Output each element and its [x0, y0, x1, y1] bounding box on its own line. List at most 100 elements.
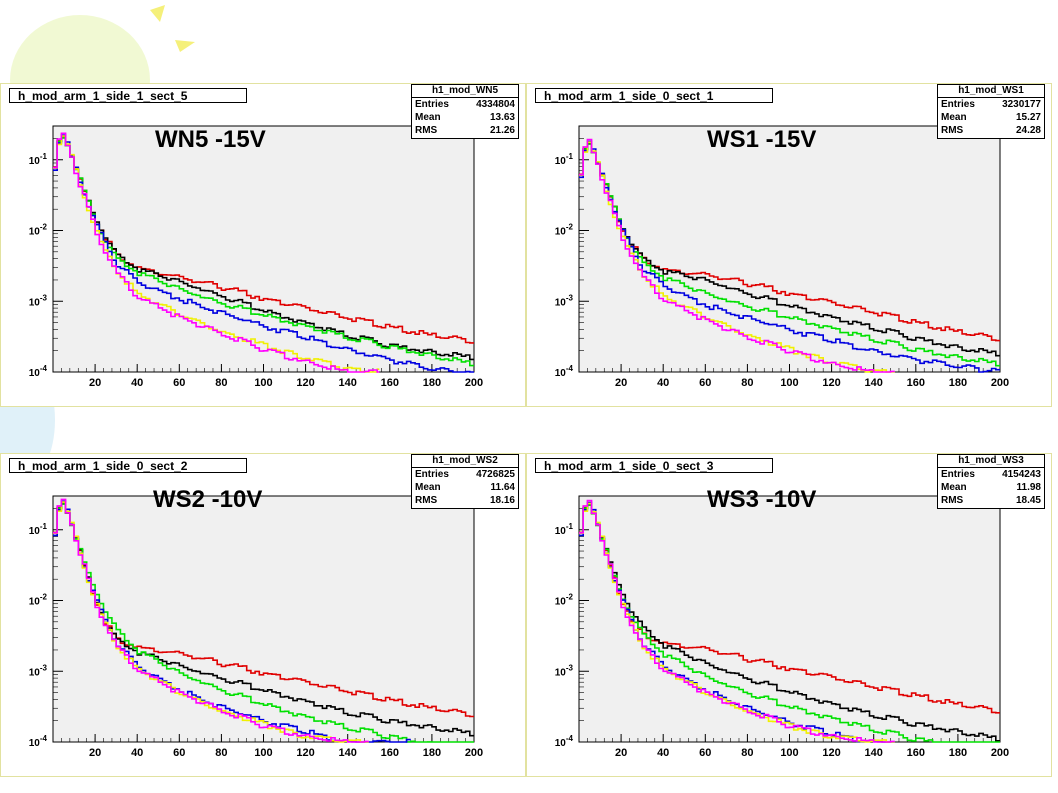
stats-box: h1_mod_WS2 Entries 4726825 Mean 11.64 RMS 1… [411, 454, 519, 509]
histogram-title: h_mod_arm_1_side_0_sect_1 [535, 88, 773, 103]
x-tick-label: 200 [465, 377, 483, 389]
y-tick-label: 10-2 [555, 593, 574, 608]
histogram-title: h_mod_arm_1_side_1_sect_5 [9, 88, 247, 103]
y-tick-label: 10-1 [29, 152, 48, 167]
histogram-title: h_mod_arm_1_side_0_sect_3 [535, 458, 773, 473]
x-tick-label: 60 [173, 377, 185, 389]
x-tick-label: 180 [949, 377, 967, 389]
x-tick-label: 20 [615, 377, 627, 389]
rms-value: 18.45 [1015, 495, 1041, 506]
stats-name: h1_mod_WS1 [938, 85, 1044, 98]
entries-value: 4334804 [476, 99, 515, 110]
y-tick-label: 10-4 [29, 364, 48, 379]
x-tick-label: 40 [657, 377, 669, 389]
plot-annotation: WS2 -10V [153, 486, 263, 513]
series-black [579, 143, 1000, 357]
series-black [53, 137, 474, 361]
rms-value: 24.28 [1015, 125, 1041, 136]
x-tick-label: 120 [822, 377, 840, 389]
x-tick-label: 120 [296, 747, 314, 759]
histogram-plot: 20 40 60 80 100 120 140 160 180 200 10-1 10-2 10-3 10… [555, 495, 1009, 759]
x-tick-label: 100 [254, 377, 272, 389]
x-tick-label: 40 [657, 747, 669, 759]
series-yellow [53, 501, 369, 743]
stats-name: h1_mod_WN5 [412, 85, 518, 98]
mean-value: 13.63 [489, 112, 515, 123]
x-tick-label: 20 [89, 377, 101, 389]
plot-annotation: WN5 -15V [155, 126, 266, 153]
entries-value: 4154243 [1002, 469, 1041, 480]
x-tick-label: 60 [699, 377, 711, 389]
stats-name: h1_mod_WS3 [938, 455, 1044, 468]
entries-label: Entries [415, 99, 449, 110]
plot-frame [52, 495, 475, 743]
y-tick-label: 10-4 [555, 734, 574, 749]
histogram-title: h_mod_arm_1_side_0_sect_2 [9, 458, 247, 473]
series-magenta [53, 498, 369, 743]
mean-value: 11.98 [1016, 482, 1041, 493]
x-tick-label: 200 [991, 747, 1009, 759]
x-tick-label: 160 [381, 377, 399, 389]
y-tick-label: 10-1 [555, 152, 574, 167]
histogram-panel-ws3: 20 40 60 80 100 120 140 160 180 200 10-1 10-2 10-3 10… [526, 453, 1052, 777]
y-tick-label: 10-2 [555, 223, 574, 238]
x-tick-label: 100 [254, 747, 272, 759]
x-tick-label: 60 [699, 747, 711, 759]
y-tick-label: 10-2 [29, 593, 48, 608]
x-tick-label: 180 [423, 747, 441, 759]
series-magenta [579, 138, 895, 373]
series-black [579, 504, 1000, 742]
mean-label: Mean [415, 482, 441, 493]
x-tick-label: 160 [907, 377, 925, 389]
x-tick-label: 140 [865, 747, 883, 759]
entries-label: Entries [941, 99, 975, 110]
y-tick-label: 10-1 [29, 522, 48, 537]
plot-frame [578, 495, 1001, 743]
entries-label: Entries [415, 469, 449, 480]
x-tick-label: 140 [339, 377, 357, 389]
rms-value: 18.16 [489, 495, 515, 506]
x-tick-label: 80 [741, 747, 753, 759]
rms-label: RMS [415, 495, 438, 506]
entries-value: 4726825 [476, 469, 515, 480]
x-tick-label: 100 [780, 747, 798, 759]
series-green [579, 143, 1000, 367]
mean-value: 15.27 [1015, 112, 1041, 123]
mean-label: Mean [415, 112, 441, 123]
series-yellow [579, 502, 895, 743]
x-tick-label: 160 [907, 747, 925, 759]
x-tick-label: 40 [131, 747, 143, 759]
series-blue [579, 140, 1000, 373]
series-magenta [579, 499, 895, 743]
y-tick-label: 10-3 [29, 293, 48, 308]
histogram-plot: 20 40 60 80 100 120 140 160 180 200 10-1 10-2 10-3 10… [29, 125, 483, 389]
entries-label: Entries [941, 469, 975, 480]
mean-label: Mean [941, 112, 967, 123]
y-tick-label: 10-4 [555, 364, 574, 379]
series-blue [53, 134, 474, 373]
x-tick-label: 120 [296, 377, 314, 389]
y-tick-label: 10-2 [29, 223, 48, 238]
y-tick-label: 10-3 [29, 663, 48, 678]
x-tick-label: 80 [215, 377, 227, 389]
histogram-plot: 20 40 60 80 100 120 140 160 180 200 10-1 10-2 10-3 10… [555, 125, 1009, 389]
rms-label: RMS [941, 125, 964, 136]
stats-box: h1_mod_WS3 Entries 4154243 Mean 11.98 RMS 1… [937, 454, 1045, 509]
x-tick-label: 140 [865, 377, 883, 389]
y-tick-label: 10-1 [555, 522, 574, 537]
y-tick-label: 10-3 [555, 293, 574, 308]
histogram-panel-ws2: 20 40 60 80 100 120 140 160 180 200 10-1 10-2 10-3 10… [0, 453, 526, 777]
x-tick-label: 200 [991, 377, 1009, 389]
plot-annotation: WS3 -10V [707, 486, 817, 513]
rms-label: RMS [941, 495, 964, 506]
x-tick-label: 20 [615, 747, 627, 759]
histogram-plot: 20 40 60 80 100 120 140 160 180 200 10-1 10-2 10-3 10… [29, 495, 483, 759]
plot-frame [52, 125, 475, 373]
mean-value: 11.64 [490, 482, 515, 493]
x-tick-label: 100 [780, 377, 798, 389]
series-green [53, 503, 474, 743]
x-tick-label: 60 [173, 747, 185, 759]
y-tick-label: 10-4 [29, 734, 48, 749]
y-tick-label: 10-3 [555, 663, 574, 678]
stats-box: h1_mod_WN5 Entries 4334804 Mean 13.63 RMS 2… [411, 84, 519, 139]
